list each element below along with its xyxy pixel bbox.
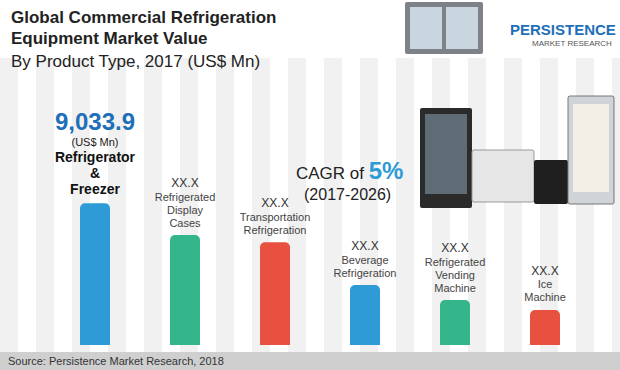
svg-text:&: & (90, 165, 100, 181)
svg-text:Freezer: Freezer (70, 181, 120, 197)
svg-text:Machine: Machine (434, 282, 476, 294)
svg-text:Machine: Machine (524, 291, 566, 303)
svg-text:(2017-2026): (2017-2026) (304, 186, 391, 203)
svg-text:Equipment Market Value: Equipment Market Value (11, 29, 208, 48)
svg-text:CAGR of: CAGR of (296, 164, 369, 183)
svg-text:XX.X: XX.X (171, 176, 198, 190)
svg-text:Refrigerated: Refrigerated (425, 256, 486, 268)
svg-text:XX.X: XX.X (441, 241, 468, 255)
svg-text:Refrigerator: Refrigerator (55, 149, 136, 165)
svg-text:Refrigerated: Refrigerated (155, 191, 216, 203)
svg-text:(US$ Mn): (US$ Mn) (71, 136, 118, 148)
svg-text:By Product Type, 2017 (US$ Mn): By Product Type, 2017 (US$ Mn) (11, 52, 260, 71)
svg-text:Transportation: Transportation (240, 211, 311, 223)
svg-text:5%: 5% (369, 157, 404, 184)
svg-text:Cases: Cases (169, 217, 201, 229)
svg-text:XX.X: XX.X (351, 239, 378, 253)
svg-text:MARKET RESEARCH: MARKET RESEARCH (532, 39, 612, 48)
svg-text:XX.X: XX.X (261, 196, 288, 210)
svg-text:Beverage: Beverage (341, 254, 388, 266)
svg-text:Refrigeration: Refrigeration (334, 267, 397, 279)
svg-text:Display: Display (167, 204, 204, 216)
svg-text:Refrigeration: Refrigeration (244, 224, 307, 236)
svg-text:Vending: Vending (435, 269, 475, 281)
svg-text:PERSISTENCE: PERSISTENCE (510, 21, 616, 38)
svg-text:Ice: Ice (538, 278, 553, 290)
svg-text:9,033.9: 9,033.9 (55, 108, 135, 135)
svg-text:XX.X: XX.X (531, 264, 558, 278)
svg-text:Source: Persistence Market Res: Source: Persistence Market Research, 201… (8, 355, 224, 367)
svg-text:Global Commercial Refrigeratio: Global Commercial Refrigeration (11, 8, 281, 27)
